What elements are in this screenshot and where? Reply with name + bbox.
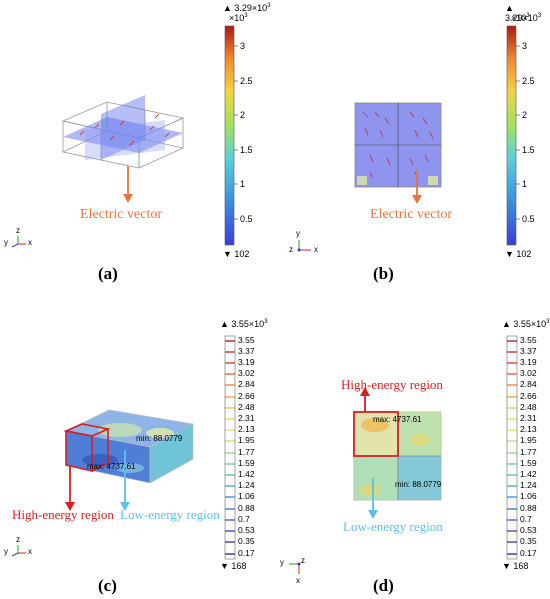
axis-z-label-a: z: [16, 226, 20, 235]
caption-c: (c): [98, 576, 117, 595]
panel-d: High-energy region max: 4737.61 min: 88.…: [275, 300, 550, 599]
axis-y-label-a: y: [4, 238, 8, 247]
annotation-high-energy-d: High-energy region: [341, 377, 443, 392]
colorbar-c-max-label: ▲ 3.55×103: [220, 319, 268, 329]
panel-d-graphic: [289, 335, 518, 574]
colorbar-a: [224, 25, 235, 246]
axis-triad-d: [289, 562, 301, 574]
axis-y-label-c: y: [4, 547, 8, 556]
axis-z-label-d: z: [301, 556, 305, 565]
field-slice-vertical: [101, 95, 145, 160]
panel-a: Electric vector ▲ 3.29×103 ×103 3 2.5 2 …: [0, 0, 275, 300]
axis-x-label-c: x: [28, 547, 32, 556]
colorbar-d-max-label: ▲ 3.55×103: [502, 319, 550, 329]
high-energy-box-d: [353, 411, 399, 457]
energy-box-side: [149, 423, 194, 484]
colorbar-c-min-label: ▼ 168: [220, 561, 247, 571]
colorbar-b-multiplier: ×103: [511, 13, 530, 23]
panel-b-graphic: [297, 25, 520, 252]
axis-x-label-a: x: [28, 238, 32, 247]
caption-d: (d): [373, 576, 394, 595]
panel-b: Electric vector ▲ 3.29×103 ×103 3 2.5 2 …: [275, 0, 550, 300]
axis-x-label-d: x: [296, 576, 300, 585]
axis-z-label-c: z: [16, 535, 20, 544]
annotation-electric-vector-b: Electric vector: [370, 207, 453, 222]
colorbar-d: [507, 340, 517, 555]
axis-triad-c: [11, 545, 26, 557]
panel-c-graphic: [11, 335, 236, 560]
max-value-label-c: max: 4737.61: [87, 462, 136, 471]
panel-a-graphic: [11, 25, 238, 248]
axis-z-label-b: z: [289, 245, 293, 254]
annotation-low-energy-c: Low-energy region: [120, 507, 220, 522]
colorbar-a-max-label: ▲ 3.29×103: [223, 3, 271, 13]
colorbar-b: [506, 25, 517, 246]
colorbar-d-min-label: ▼ 168: [502, 561, 529, 571]
axis-triad-b: [297, 240, 311, 252]
colorbar-b-min-label: ▼ 102: [505, 249, 532, 259]
colorbar-b-max-label: ▲ 3.29×103: [505, 3, 542, 23]
high-energy-box: [63, 423, 111, 473]
colorbar-a-multiplier: ×103: [229, 13, 248, 23]
caption-a: (a): [98, 264, 118, 283]
min-value-label-d: min: 88.0779: [395, 480, 442, 489]
colorbar-c: [225, 340, 235, 555]
min-value-label-c: min: 88.0779: [136, 434, 183, 443]
annotation-low-energy-d: Low-energy region: [343, 519, 443, 534]
axis-y-label-d: y: [280, 558, 284, 567]
axis-triad-a: [11, 236, 26, 248]
max-value-label-d: max: 4737.61: [373, 415, 422, 424]
annotation-high-energy-c: High-energy region: [12, 507, 114, 522]
annotation-electric-vector-a: Electric vector: [80, 207, 163, 222]
axis-x-label-b: x: [314, 245, 318, 254]
axis-y-label-b: y: [296, 229, 300, 238]
field-slice-horizontal: [63, 117, 183, 153]
panel-c: min: 88.0779 max: 4737.61 High-energy re…: [0, 300, 275, 599]
caption-b: (b): [373, 264, 394, 283]
colorbar-a-min-label: ▼ 102: [223, 249, 250, 259]
